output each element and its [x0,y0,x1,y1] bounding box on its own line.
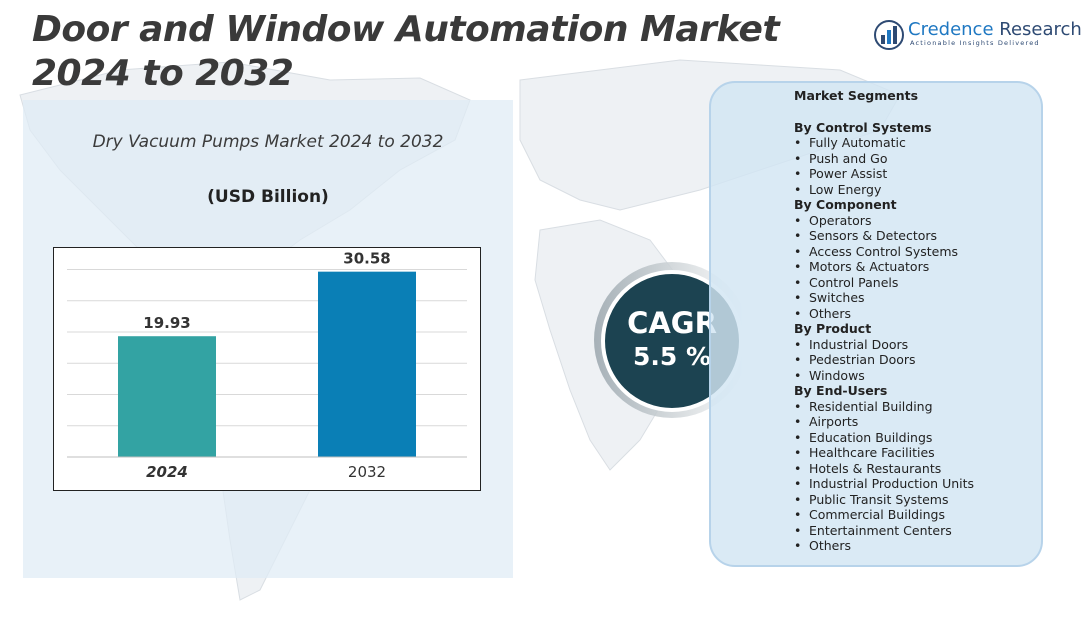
segment-group-list: Fully Automatic Push and Go Power Assist… [794,135,1064,197]
cagr-value: 5.5 % [632,342,712,371]
logo-name-part1: Credence [908,19,994,40]
segment-item: Motors & Actuators [794,259,1064,275]
bar-chart: 19.93 2024 30.58 2032 [53,247,481,491]
logo-name-part2: Research [993,19,1082,40]
segment-item: Fully Automatic [794,135,1064,151]
segment-item: Push and Go [794,151,1064,167]
segment-item: Low Energy [794,182,1064,198]
segment-group-list: Residential Building Airports Education … [794,399,1064,554]
x-tick-label: 2032 [348,463,386,481]
segment-group-title: By Product [794,321,872,336]
cagr-label: CAGR [627,306,717,340]
segment-item: Commercial Buildings [794,507,1064,523]
chart-title: Dry Vacuum Pumps Market 2024 to 2032 [92,132,444,152]
segment-group-title: By Component [794,197,897,212]
logo-name: Credence Research [908,19,1082,40]
segment-item: Others [794,306,1064,322]
segment-group-list: Operators Sensors & Detectors Access Con… [794,213,1064,322]
segment-item: Control Panels [794,275,1064,291]
segment-item: Hotels & Restaurants [794,461,1064,477]
segment-item: Industrial Doors [794,337,1064,353]
chart-panel: Dry Vacuum Pumps Market 2024 to 2032 (US… [23,100,513,578]
segment-item: Public Transit Systems [794,492,1064,508]
logo-tagline: Actionable Insights Delivered [910,39,1040,47]
segment-item: Sensors & Detectors [794,228,1064,244]
segment-item: Power Assist [794,166,1064,182]
segment-item: Windows [794,368,1064,384]
chart-unit-label: (USD Billion) [207,187,329,207]
segment-item: Operators [794,213,1064,229]
segment-item: Healthcare Facilities [794,445,1064,461]
page-title: Door and Window Automation Market 2024 t… [32,9,780,94]
segment-item: Industrial Production Units [794,476,1064,492]
segment-group-list: Industrial Doors Pedestrian Doors Window… [794,337,1064,384]
segment-item: Entertainment Centers [794,523,1064,539]
credence-research-logo: Credence Research Actionable Insights De… [874,18,1082,52]
bar-2024 [118,336,216,457]
bar-value-label: 30.58 [343,250,390,268]
segments-heading: Market Segments [794,88,919,103]
segment-item: Switches [794,290,1064,306]
bar-chart-logo-icon [874,20,904,50]
segment-group-title: By Control Systems [794,119,932,135]
segment-item: Airports [794,414,1064,430]
segment-item: Pedestrian Doors [794,352,1064,368]
segment-item: Access Control Systems [794,244,1064,260]
market-segments-list: Market Segments By Control Systems Fully… [794,88,1064,554]
plot-frame [53,247,481,491]
segment-item: Others [794,538,1064,554]
segment-item: Education Buildings [794,430,1064,446]
bar-value-label: 19.93 [143,314,190,332]
segment-group-title: By End-Users [794,383,888,398]
bar-2032 [318,271,416,457]
x-tick-label: 2024 [146,463,188,481]
segment-item: Residential Building [794,399,1064,415]
